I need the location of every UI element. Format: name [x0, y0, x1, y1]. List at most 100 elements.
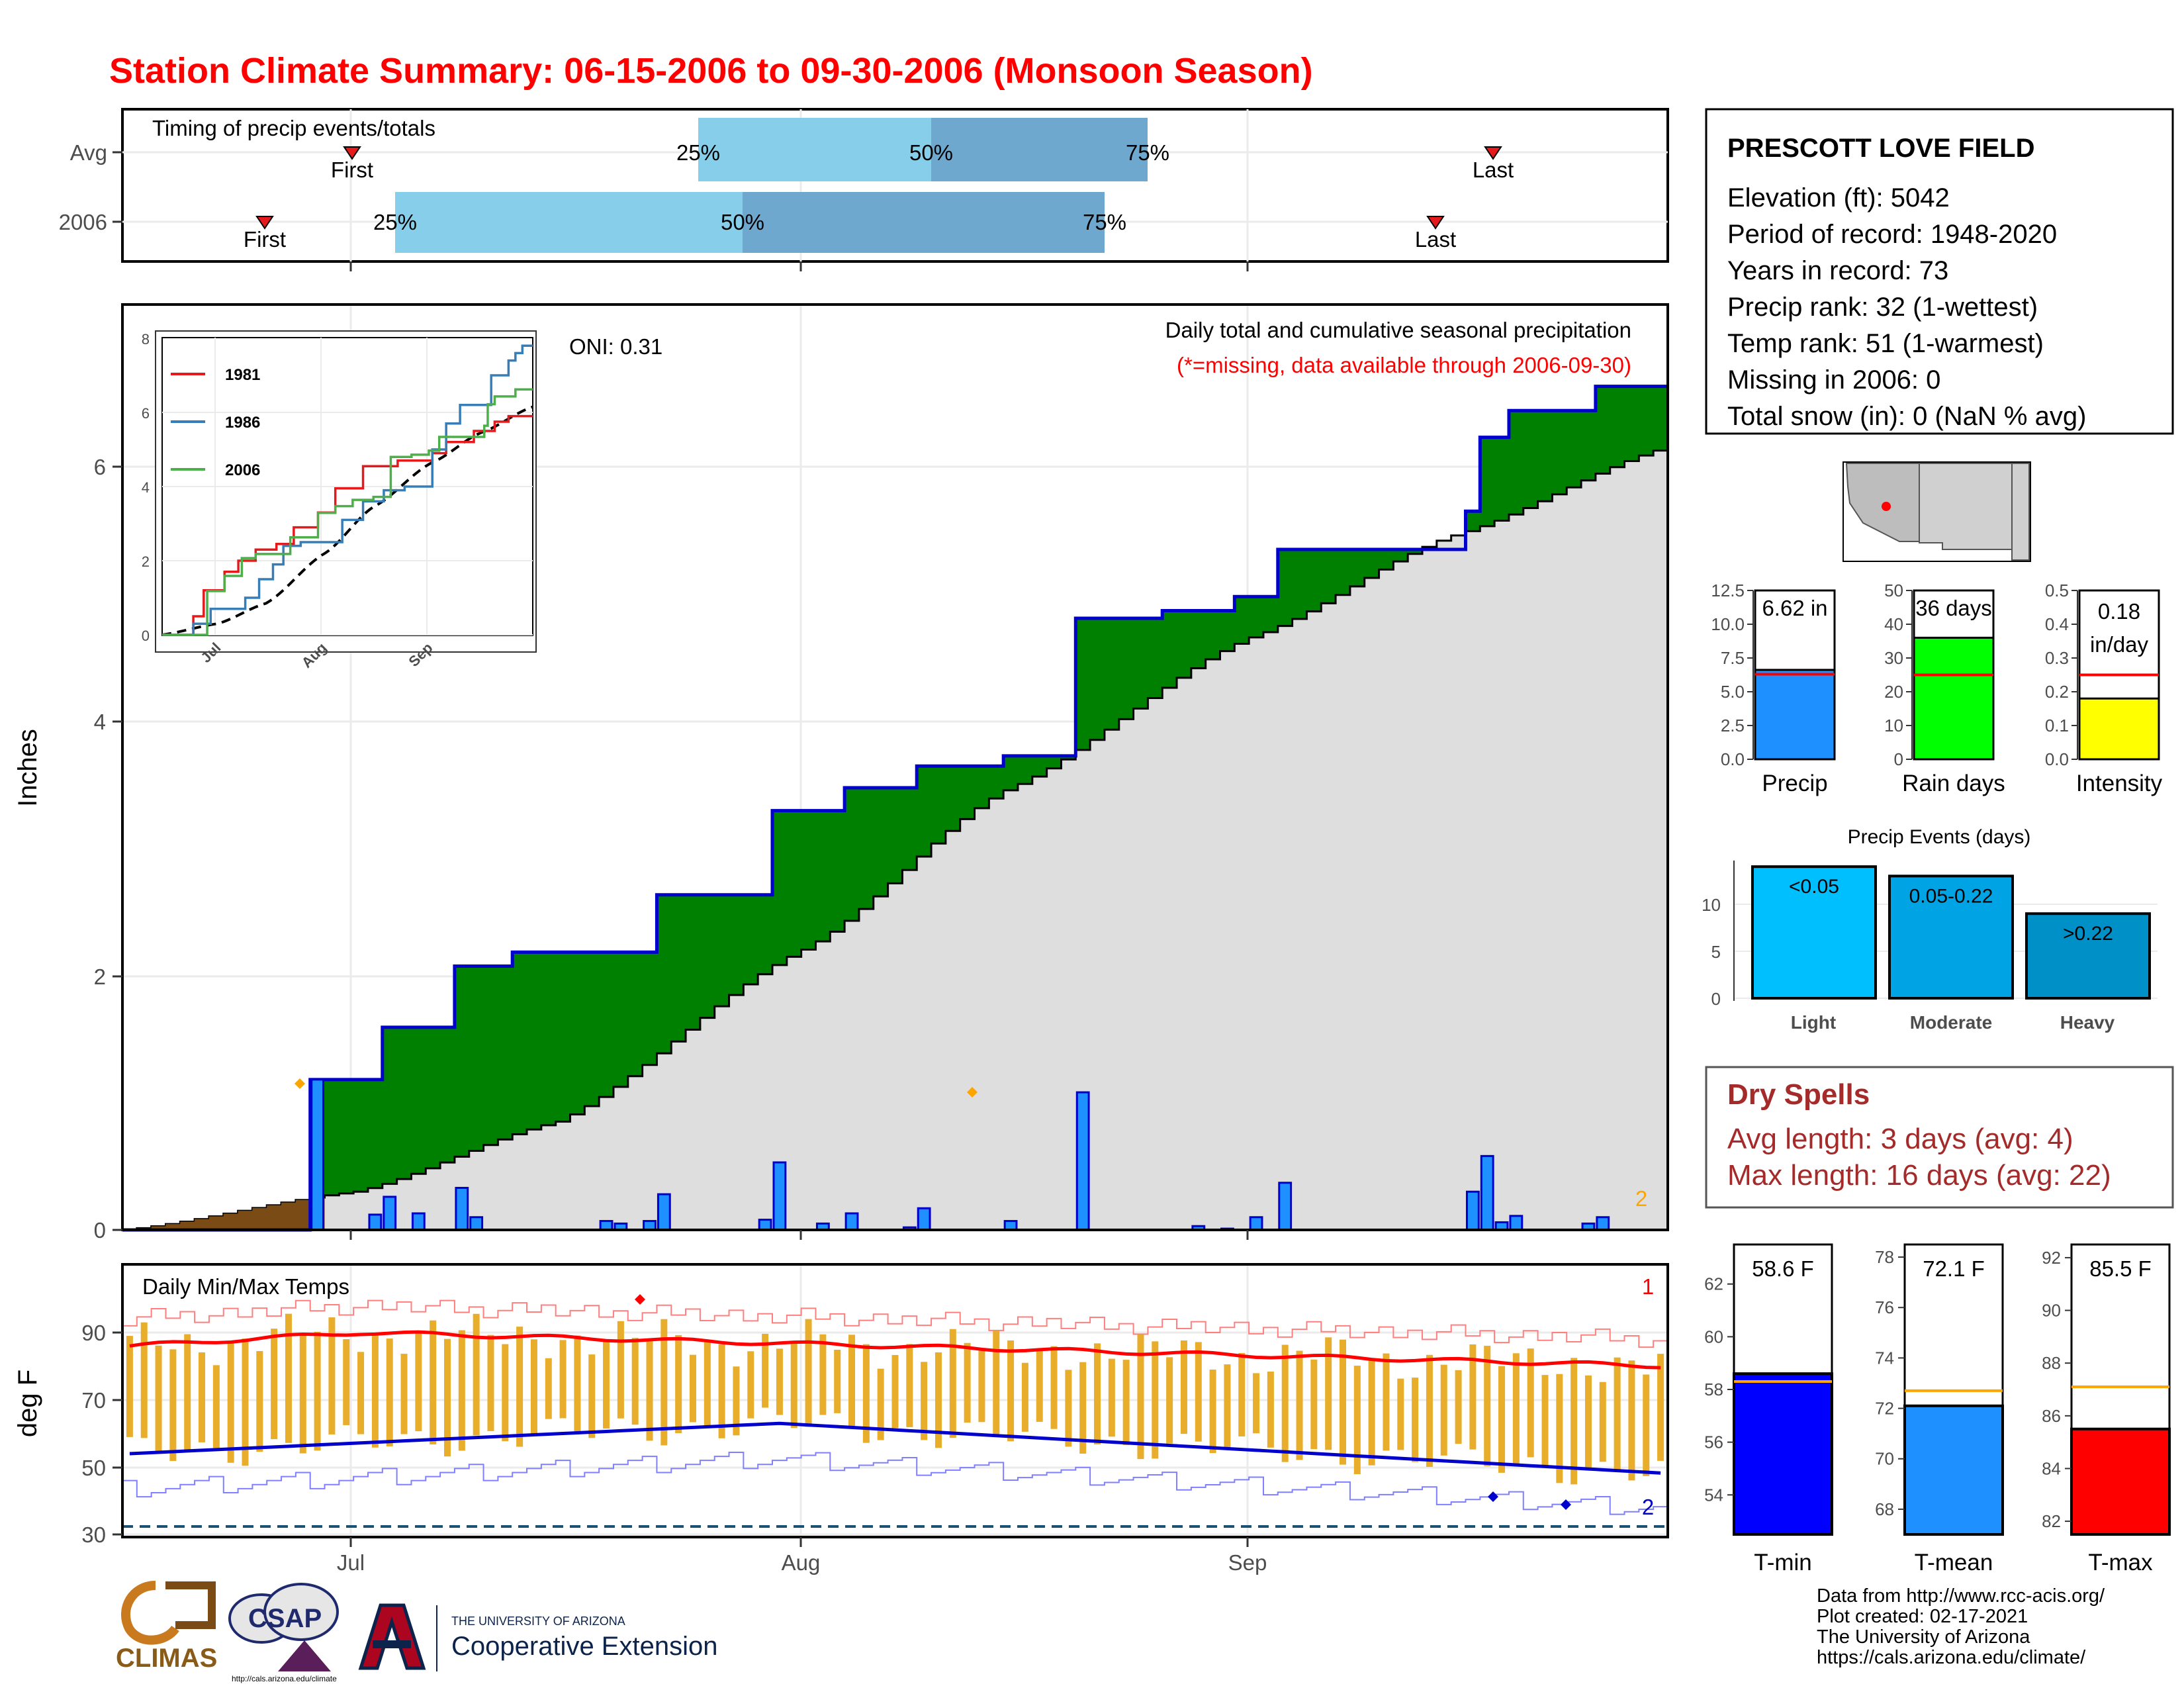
timing-row-label-2006: 2006	[59, 210, 107, 234]
daily-temp-bar	[574, 1335, 581, 1432]
daily-temp-bar	[1296, 1350, 1303, 1460]
neighbor-shape	[2011, 463, 2030, 561]
ua-big: Cooperative Extension	[451, 1632, 717, 1661]
temp-y-tick: 50	[81, 1456, 106, 1480]
event-bar	[1888, 874, 2014, 1000]
events-y-tick: 10	[1702, 895, 1721, 915]
temp-bar-y-tick: 82	[2042, 1511, 2061, 1531]
daily-temp-bar	[1628, 1360, 1635, 1481]
station-name: PRESCOTT LOVE FIELD	[1727, 134, 2034, 163]
daily-precip-bar	[1075, 1091, 1090, 1231]
daily-temp-bar	[1166, 1357, 1173, 1444]
inset-legend-2006: 2006	[225, 461, 260, 479]
inset-y-tick: 0	[142, 628, 150, 644]
daily-temp-bar	[386, 1338, 393, 1446]
station-line: Total snow (in): 0 (NaN % avg)	[1727, 402, 2086, 431]
daily-temp-bar	[978, 1350, 985, 1423]
mini-bar-y-tick: 2.5	[1721, 716, 1745, 735]
temp-bar-y-tick: 72	[1875, 1399, 1894, 1419]
daily-temp-bar	[1368, 1359, 1375, 1466]
inset-y-tick: 4	[142, 479, 150, 496]
temp-bar-y-tick: 88	[2042, 1353, 2061, 1373]
mini-bar-y-tick: 5.0	[1721, 682, 1745, 702]
precip-y-axis: 0 2 4 6 Inches	[13, 455, 122, 1243]
station-line: Elevation (ft): 5042	[1727, 183, 1950, 212]
mini-bar-y-tick: 12.5	[1711, 581, 1745, 600]
csap-url: http://cals.arizona.edu/climate	[232, 1674, 337, 1683]
daily-temp-bar	[1050, 1346, 1058, 1429]
y-tick-label: 0	[94, 1218, 106, 1243]
daily-precip-bar	[455, 1186, 469, 1231]
temp-bar-y-tick: 58	[1704, 1380, 1723, 1399]
daily-precip-bar	[599, 1220, 614, 1231]
inset-2006-line	[162, 388, 533, 636]
daily-precip-bar	[411, 1212, 426, 1231]
daily-temp-bar	[1556, 1374, 1563, 1483]
daily-temp-bar	[660, 1319, 668, 1446]
daily-temp-bar	[256, 1351, 263, 1452]
main-legend-note: (*=missing, data available through 2006-…	[1177, 353, 1631, 377]
daily-precip-bar	[917, 1207, 931, 1231]
event-bar	[2025, 912, 2151, 1000]
record-high-line	[122, 1299, 1668, 1348]
daily-temp-bar	[1065, 1370, 1072, 1447]
daily-precip-bar	[657, 1193, 671, 1231]
daily-temp-bar	[1094, 1343, 1101, 1444]
temp-bar-y-tick: 60	[1704, 1327, 1723, 1346]
daily-temp-bar	[199, 1352, 206, 1442]
daily-temp-bar	[848, 1335, 856, 1429]
credit-line: https://cals.arizona.edu/climate/	[1817, 1647, 2086, 1668]
mini-bar-value-text: 0.18	[2098, 599, 2140, 624]
ua-small: THE UNIVERSITY OF ARIZONA	[451, 1615, 625, 1628]
daily-temp-bar	[502, 1344, 509, 1442]
daily-precip-bar	[383, 1196, 397, 1231]
event-bar	[1751, 865, 1877, 1000]
temp-bar-y-tick: 90	[2042, 1301, 2061, 1321]
temp-bar-y-tick: 78	[1875, 1247, 1894, 1267]
mini-bar-value	[1754, 669, 1836, 761]
station-line: Period of record: 1948-2020	[1727, 220, 2057, 249]
mini-bar-y-tick: 10.0	[1711, 614, 1745, 634]
precip-panel: ONI: 0.31 Daily total and cumulative sea…	[13, 303, 1669, 1243]
new-mexico-shape	[1919, 463, 2013, 550]
daily-precip-bar	[1249, 1216, 1263, 1231]
timing-avg-last-label: Last	[1473, 158, 1514, 182]
daily-temp-bar	[704, 1340, 711, 1428]
timing-2006-q1-bar	[395, 192, 743, 253]
mini-bar-y-tick: 0.1	[2045, 716, 2069, 735]
daily-temp-bar	[1036, 1349, 1043, 1422]
daily-precip-bar	[1509, 1215, 1524, 1231]
main-corner-count: 2	[1635, 1186, 1647, 1211]
daily-temp-bar	[1224, 1364, 1231, 1450]
mini-bar-y-tick: 40	[1884, 614, 1903, 634]
daily-temp-bar	[242, 1338, 249, 1466]
daily-precip-bars	[310, 1078, 1610, 1231]
temp-bar-y-tick: 56	[1704, 1432, 1723, 1452]
inset-legend-1981: 1981	[225, 366, 260, 384]
daily-temp-bar	[1195, 1342, 1202, 1442]
daily-temp-bar	[1325, 1337, 1332, 1450]
temp-bar-value	[1903, 1404, 2004, 1536]
timing-2006-last-marker	[1426, 216, 1445, 230]
daily-temp-bar	[1238, 1352, 1246, 1436]
daily-temp-bar	[934, 1352, 942, 1448]
temp-bar-y-tick: 92	[2042, 1248, 2061, 1268]
temp-y-label: deg F	[13, 1370, 42, 1437]
mini-bar-label: Precip	[1762, 771, 1827, 796]
daily-temp-bar	[891, 1354, 899, 1429]
mini-bar-y-tick: 30	[1884, 648, 1903, 668]
mini-bar-y-tick: 10	[1884, 716, 1903, 735]
temp-bar-value-text: 58.6 F	[1752, 1256, 1814, 1281]
temp-bar-value	[2070, 1427, 2171, 1536]
temp-y-tick: 70	[81, 1388, 106, 1413]
temp-bar-y-tick: 86	[2042, 1406, 2061, 1426]
csap-wordmark: CSAP	[248, 1604, 322, 1633]
daily-temp-bar	[1484, 1346, 1491, 1466]
timing-2006-q25: 25%	[373, 210, 417, 234]
main-legend-title: Daily total and cumulative seasonal prec…	[1165, 318, 1631, 342]
climas-wordmark: CLIMAS	[116, 1644, 217, 1673]
mini-bar-y-tick: 0.3	[2045, 648, 2069, 668]
mini-bar-y-tick: 0.5	[2045, 581, 2069, 600]
daily-temp-bar	[921, 1362, 928, 1440]
daily-temp-bar	[1643, 1374, 1650, 1476]
